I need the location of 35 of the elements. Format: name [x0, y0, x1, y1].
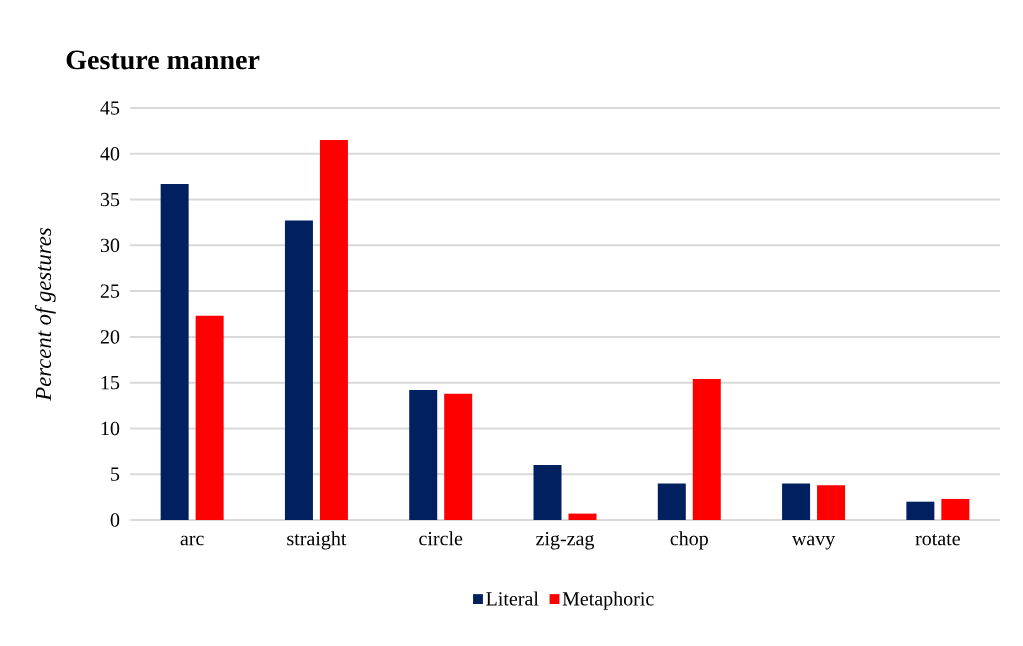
bar: [533, 465, 562, 520]
bar: [444, 393, 473, 520]
y-tick-label: 5: [111, 467, 120, 481]
y-tick-label: 15: [101, 375, 120, 390]
bar: [160, 183, 189, 520]
x-tick-label: circle: [419, 531, 463, 546]
bar: [657, 483, 686, 520]
bar: [319, 140, 348, 520]
bar: [692, 379, 721, 520]
y-tick-label: 20: [100, 330, 120, 344]
x-tick-label: straight: [287, 531, 347, 550]
y-axis-title: Percent of gestures: [34, 228, 56, 401]
x-tick-label: arc: [180, 535, 204, 546]
chart-title: Gesture manner: [66, 50, 260, 70]
bar: [409, 389, 438, 520]
bar: [817, 485, 846, 520]
legend-label: Literal: [486, 591, 539, 606]
y-tick-label: 0: [110, 513, 120, 527]
x-tick-label: chop: [670, 531, 708, 550]
x-tick-label: rotate: [915, 533, 960, 546]
bar: [941, 498, 970, 520]
y-tick-label: 30: [100, 238, 120, 253]
y-tick-label: 25: [100, 284, 120, 298]
y-tick-label: 40: [100, 147, 120, 161]
bar: [782, 483, 811, 520]
bar: [906, 501, 935, 520]
x-tick-label: zig-zag: [536, 531, 595, 550]
x-tick-label: wavy: [791, 535, 836, 550]
legend-label: Metaphoric: [562, 591, 654, 610]
y-tick-label: 45: [100, 101, 120, 115]
bar: [568, 513, 597, 520]
bar: [284, 220, 313, 520]
y-tick-label: 10: [101, 421, 120, 436]
y-tick-label: 35: [100, 192, 120, 207]
bar: [195, 315, 224, 520]
